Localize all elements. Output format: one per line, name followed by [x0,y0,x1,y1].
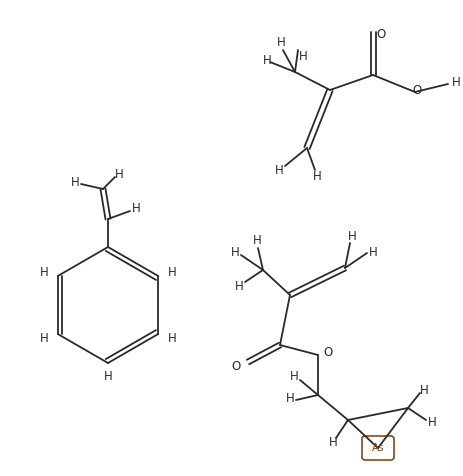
Text: H: H [275,163,283,177]
Text: H: H [39,266,48,278]
Text: H: H [168,331,176,345]
Text: H: H [428,416,436,428]
Text: H: H [276,36,285,49]
Text: H: H [299,50,307,62]
Text: H: H [131,202,140,216]
Text: As: As [372,443,384,453]
Text: H: H [313,169,321,182]
Text: H: H [235,279,244,292]
Text: H: H [451,76,460,89]
Text: H: H [115,169,123,181]
Text: H: H [329,436,338,448]
FancyBboxPatch shape [362,436,394,460]
Text: H: H [290,370,298,384]
Text: H: H [369,246,377,258]
Text: O: O [323,347,332,359]
Text: O: O [376,28,386,40]
Text: O: O [413,83,422,97]
Text: H: H [419,384,428,397]
Text: H: H [286,393,294,406]
Text: O: O [232,359,241,373]
Text: H: H [71,177,79,189]
Text: H: H [168,266,176,278]
Text: H: H [263,53,271,67]
Text: H: H [104,370,113,384]
Text: H: H [231,246,239,258]
Text: H: H [348,229,357,242]
Text: H: H [253,234,262,247]
Text: H: H [39,331,48,345]
